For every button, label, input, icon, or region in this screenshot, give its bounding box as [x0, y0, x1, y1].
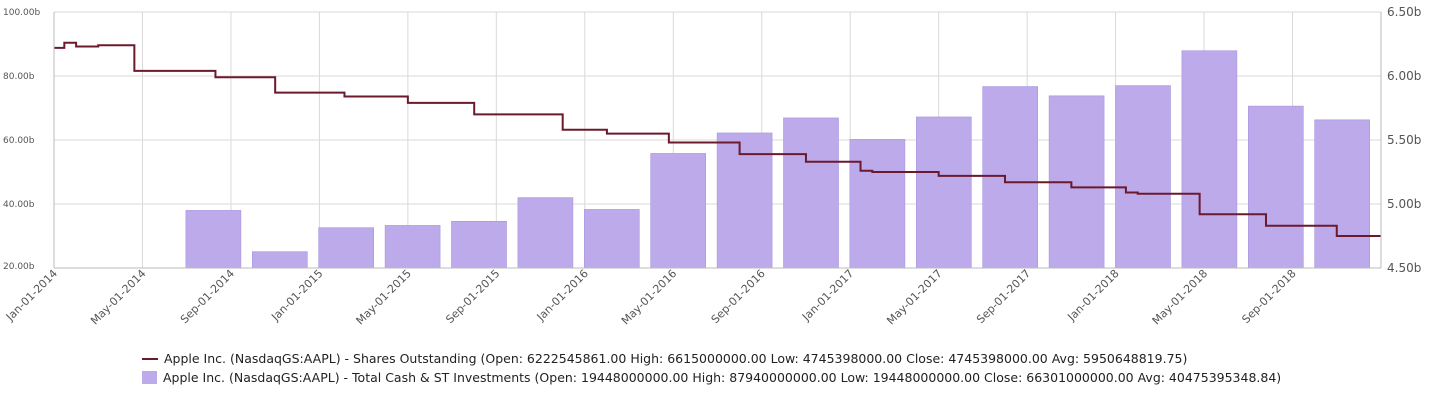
y-right-tick-label: 5.00b [1387, 197, 1421, 211]
legend-swatch-line [142, 357, 158, 360]
x-tick-label: Sep-01-2017 [974, 267, 1033, 326]
y-left-tick-label: 100.00b [3, 8, 40, 18]
y-left-tick-label: 20.00b [3, 262, 35, 272]
x-tick-label: Sep-01-2018 [1239, 267, 1298, 326]
x-tick-label: May-01-2017 [884, 267, 944, 327]
x-tick-label: May-01-2018 [1150, 267, 1210, 327]
y-right-tick-label: 4.50b [1387, 261, 1421, 275]
x-tick-label: May-01-2014 [88, 267, 148, 327]
x-tick-label: Jan-01-2018 [1065, 267, 1122, 324]
bar [849, 139, 906, 269]
legend: Apple Inc. (NasdaqGS:AAPL) - Shares Outs… [142, 349, 1281, 387]
bar [384, 225, 441, 269]
bar [451, 220, 507, 269]
bar [982, 86, 1039, 269]
line-layer [54, 41, 1381, 237]
bar [1181, 50, 1238, 269]
legend-swatch-box [142, 371, 157, 384]
bar [1248, 105, 1304, 269]
bar [1314, 119, 1370, 269]
shares-outstanding-line [54, 41, 1381, 237]
legend-label-shares: Apple Inc. (NasdaqGS:AAPL) - Shares Outs… [164, 351, 1188, 366]
bar [1115, 85, 1171, 269]
bar [185, 210, 242, 269]
legend-item-cash[interactable]: Apple Inc. (NasdaqGS:AAPL) - Total Cash … [142, 368, 1281, 387]
y-right-tick-label: 5.50b [1387, 133, 1421, 147]
bar [915, 116, 972, 269]
bar [783, 117, 839, 269]
y-left-tick-label: 80.00b [3, 72, 35, 82]
bar [716, 132, 773, 269]
y-left-tick-label: 40.00b [3, 200, 35, 210]
bar [650, 153, 707, 269]
bar [318, 227, 375, 269]
y-right-tick-label: 6.50b [1387, 5, 1421, 19]
bar [252, 251, 308, 269]
legend-item-shares[interactable]: Apple Inc. (NasdaqGS:AAPL) - Shares Outs… [142, 349, 1281, 368]
y-left-tick-label: 60.00b [3, 136, 35, 146]
x-tick-label: Sep-01-2015 [443, 267, 502, 326]
bar [583, 209, 640, 269]
x-tick-label: May-01-2015 [354, 267, 414, 327]
x-tick-label: Sep-01-2016 [709, 267, 768, 326]
x-tick-label: Jan-01-2015 [268, 267, 325, 324]
legend-label-cash: Apple Inc. (NasdaqGS:AAPL) - Total Cash … [163, 370, 1282, 385]
x-tick-label: May-01-2016 [619, 267, 679, 327]
x-tick-label: Sep-01-2014 [178, 267, 237, 326]
bars [185, 50, 1370, 269]
bar [517, 197, 574, 269]
x-tick-label: Jan-01-2016 [534, 267, 591, 324]
x-tick-label: Jan-01-2014 [3, 267, 60, 324]
y-right-tick-label: 6.00b [1387, 69, 1421, 83]
x-tick-label: Jan-01-2017 [799, 267, 856, 324]
